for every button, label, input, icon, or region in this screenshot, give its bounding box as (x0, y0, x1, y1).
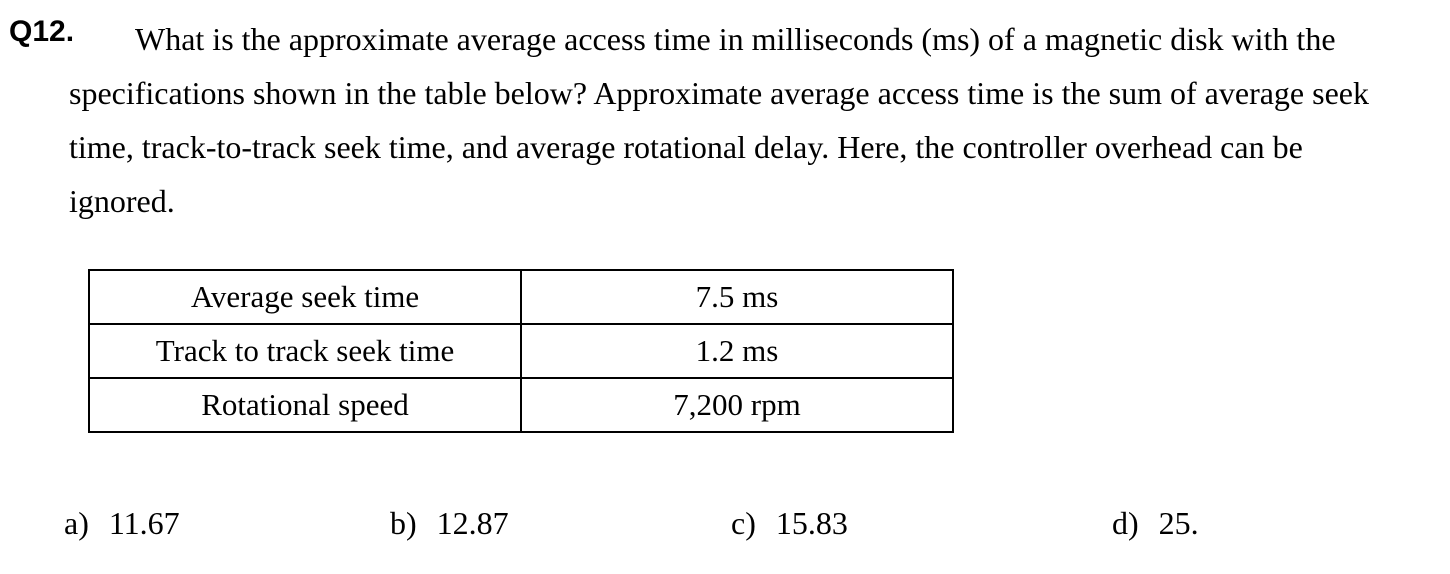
spec-table: Average seek time 7.5 ms Track to track … (88, 269, 954, 433)
question-number: Q12. (9, 15, 75, 48)
option-value: 11.67 (108, 505, 180, 541)
spec-value: 7,200 rpm (520, 377, 954, 433)
spec-value: 7.5 ms (520, 269, 954, 325)
option-letter: d) (1112, 505, 1139, 541)
option-d[interactable]: d) 25. (1112, 503, 1199, 543)
option-letter: a) (64, 505, 89, 541)
option-value: 15.83 (775, 505, 848, 541)
option-letter: b) (390, 505, 417, 541)
spec-label: Rotational speed (88, 377, 522, 433)
table-row: Rotational speed 7,200 rpm (88, 377, 954, 433)
option-letter: c) (731, 505, 756, 541)
question-text: What is the approximate average access t… (69, 21, 1369, 219)
table-row: Average seek time 7.5 ms (88, 269, 954, 325)
option-value: 25. (1158, 505, 1199, 541)
table-row: Track to track seek time 1.2 ms (88, 323, 954, 379)
option-b[interactable]: b) 12.87 (390, 503, 509, 543)
spec-label: Track to track seek time (88, 323, 522, 379)
spec-label: Average seek time (88, 269, 522, 325)
option-c[interactable]: c) 15.83 (731, 503, 848, 543)
option-value: 12.87 (436, 505, 509, 541)
option-a[interactable]: a) 11.67 (64, 503, 180, 543)
spec-value: 1.2 ms (520, 323, 954, 379)
